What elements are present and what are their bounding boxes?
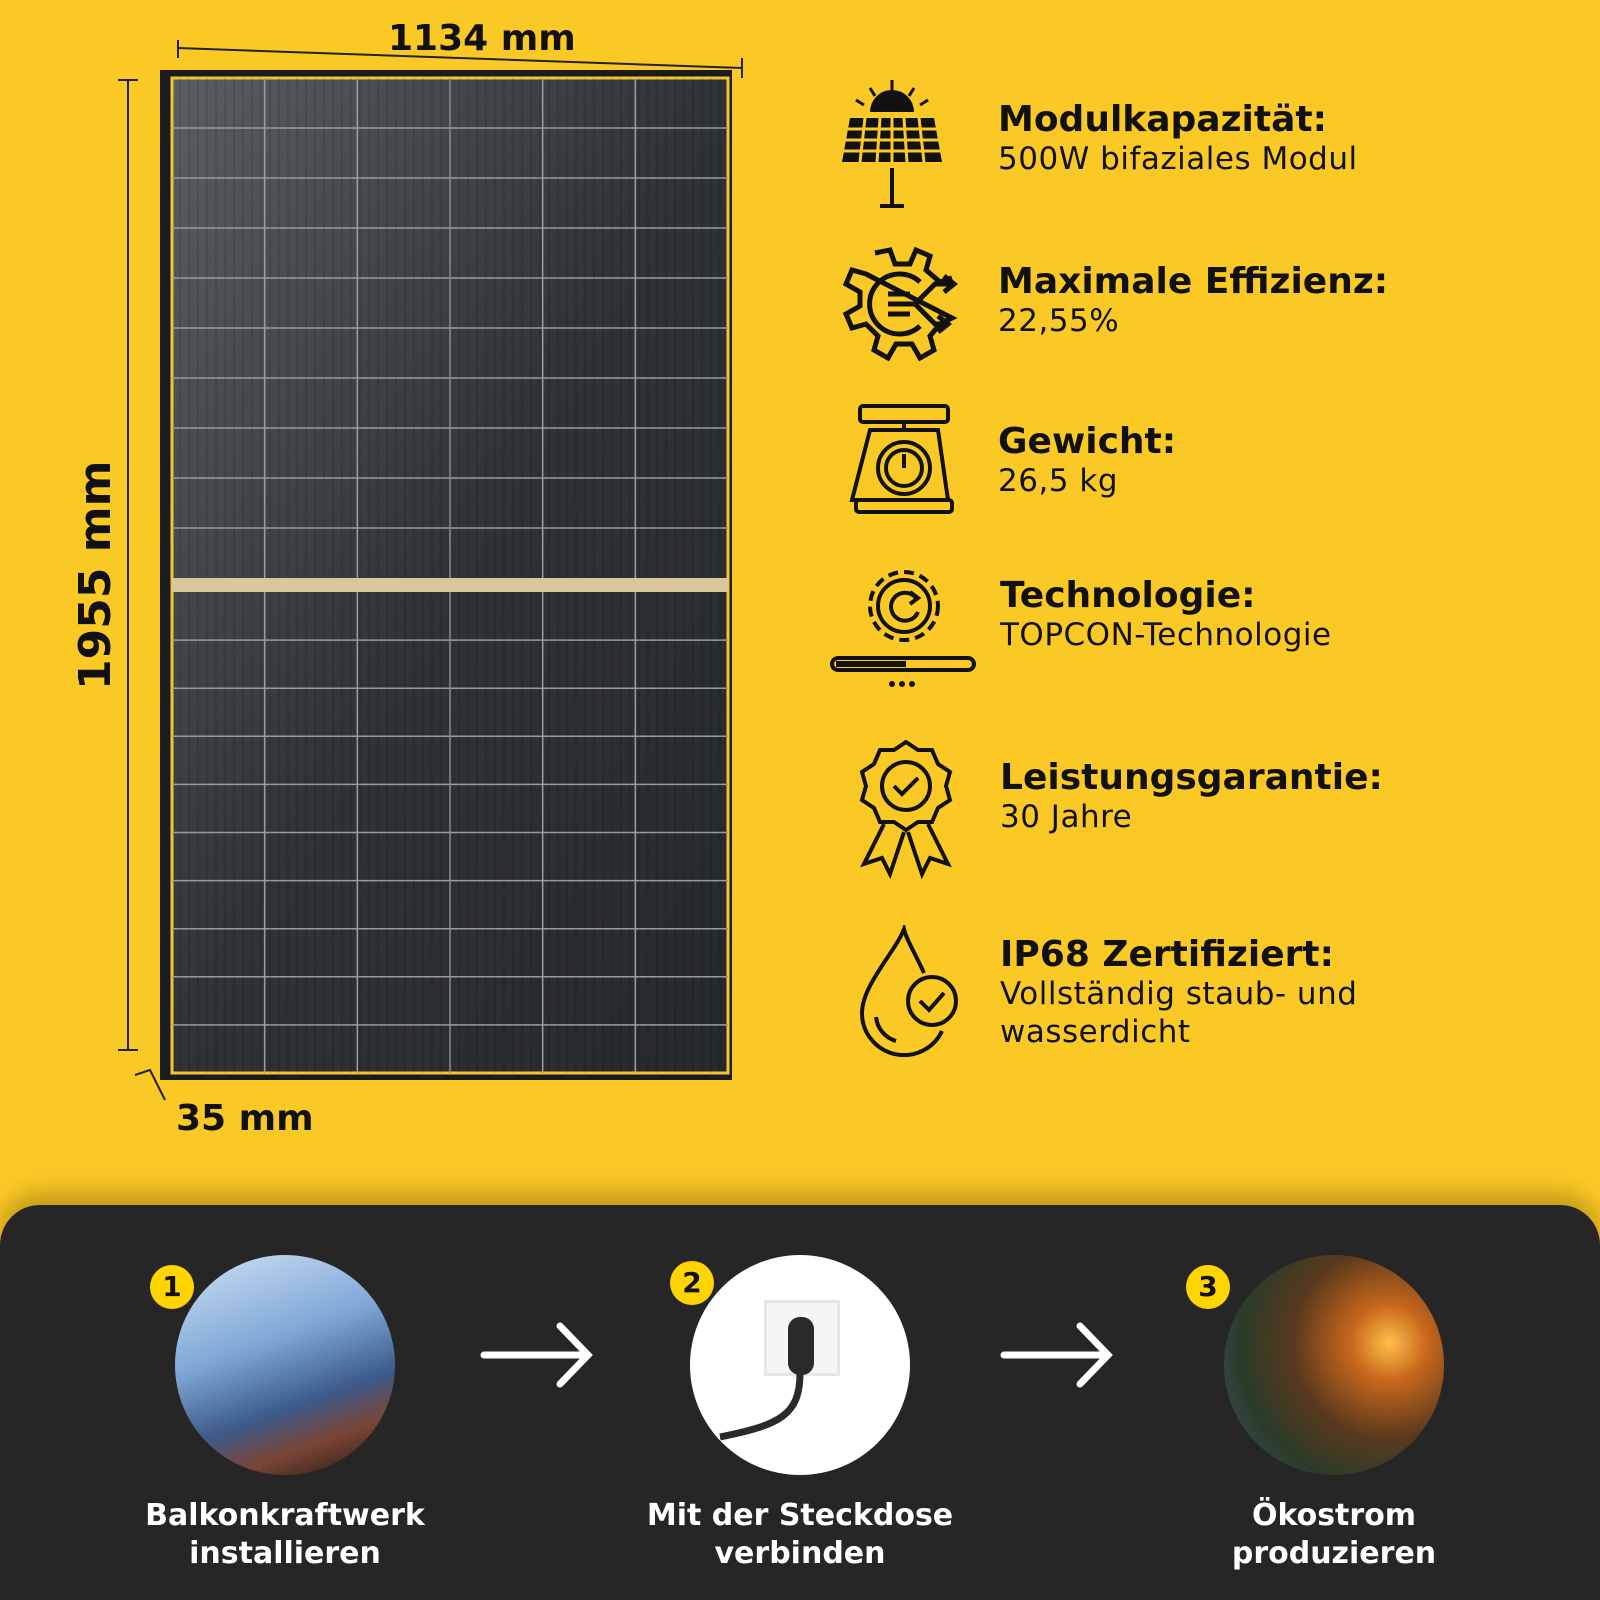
arrow-right-icon	[1000, 1322, 1113, 1388]
feature-value: Vollständig staub- und wasserdicht	[1000, 976, 1358, 1050]
feature-ip68: IP68 Zertifiziert: Vollständig staub- und…	[830, 925, 1590, 1075]
step-1: Balkonkraftwerk installieren	[115, 1255, 455, 1573]
rooftop-solar-photo	[175, 1255, 395, 1475]
feature-value: TOPCON-Technologie	[1000, 617, 1332, 653]
wall-socket-photo	[690, 1255, 910, 1475]
award-badge-icon	[859, 740, 953, 880]
feature-weight: Gewicht: 26,5 kg	[830, 400, 1590, 540]
feature-warranty: Leistungsgarantie: 30 Jahre	[830, 740, 1590, 880]
feature-value: 22,55%	[998, 303, 1120, 339]
height-dimension: 1955 mm	[70, 460, 121, 690]
feature-title: Leistungsgarantie:	[1000, 757, 1383, 798]
feature-value: 30 Jahre	[1000, 799, 1133, 835]
gear-efficiency-icon	[842, 246, 959, 362]
feature-title: Technologie:	[1000, 575, 1256, 616]
house-lightbulb-photo	[1224, 1255, 1444, 1475]
dimension-lines	[118, 40, 743, 1101]
feature-technology: Technologie: TOPCON-Technologie	[830, 560, 1590, 700]
step-number-badge: 3	[1186, 1265, 1230, 1309]
step-number-badge: 2	[670, 1261, 714, 1305]
feature-value: 26,5 kg	[998, 463, 1119, 499]
step-label: Ökostrom produzieren	[1231, 1498, 1437, 1571]
step-3: Ökostrom produzieren	[1164, 1255, 1504, 1573]
step-2: Mit der Steckdose verbinden	[630, 1255, 970, 1573]
steps-section: Balkonkraftwerk installieren 1 Mit der S…	[0, 1205, 1600, 1600]
feature-max-efficiency: Maximale Effizienz: 22,55%	[830, 238, 1590, 378]
solar-panel-icon	[842, 80, 942, 208]
water-drop-check-icon	[859, 925, 958, 1058]
feature-module-capacity: Modulkapazität: 500W bifaziales Modul	[830, 78, 1590, 218]
step-number-badge: 1	[150, 1265, 194, 1309]
step-label: Mit der Steckdose verbinden	[646, 1498, 954, 1571]
feature-title: Gewicht:	[998, 421, 1177, 462]
solar-panel-image	[160, 70, 732, 1080]
width-dimension: 1134 mm	[388, 18, 576, 59]
feature-title: Modulkapazität:	[998, 99, 1327, 140]
gear-progress-icon	[830, 570, 976, 687]
feature-title: IP68 Zertifiziert:	[1000, 934, 1334, 975]
feature-title: Maximale Effizienz:	[998, 261, 1389, 302]
step-label: Balkonkraftwerk installieren	[145, 1498, 425, 1571]
arrow-right-icon	[480, 1322, 593, 1388]
scale-icon	[849, 404, 954, 514]
feature-value: 500W bifaziales Modul	[998, 141, 1358, 177]
depth-dimension: 35 mm	[176, 1098, 314, 1139]
